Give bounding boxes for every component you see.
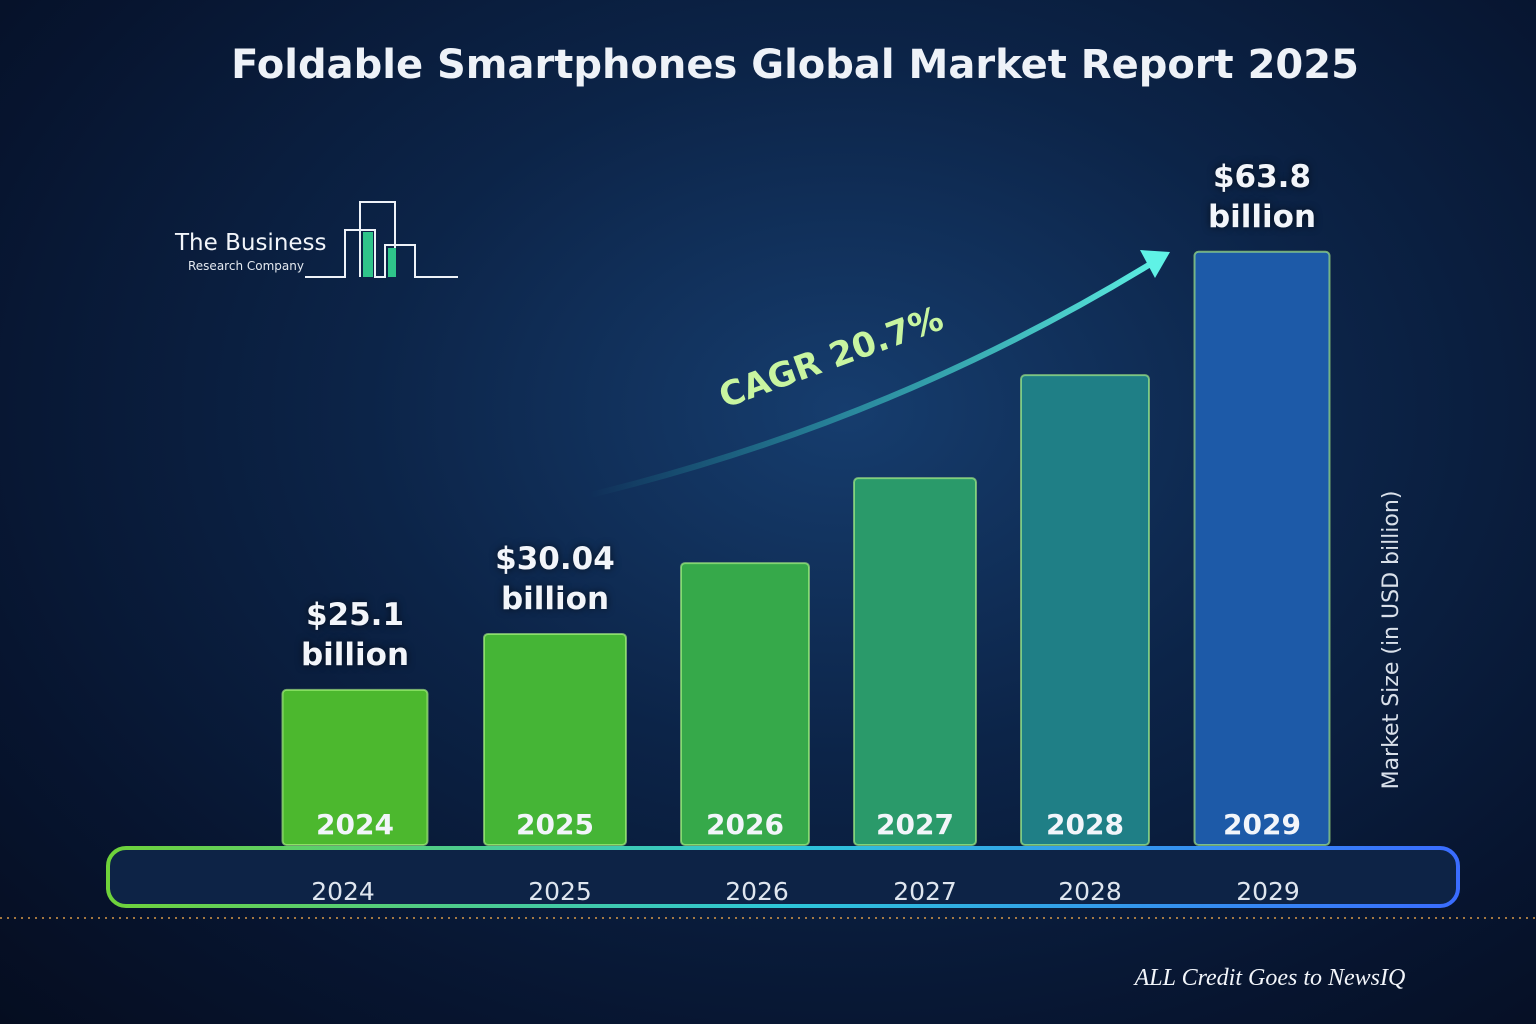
logo-accent (388, 248, 396, 277)
trend-arrow (589, 252, 1167, 498)
credit: ALL Credit Goes to NewsIQ (1133, 965, 1406, 991)
bar-year-label: 2025 (516, 808, 594, 841)
bar-year-label: 2027 (876, 808, 954, 841)
bar-year-label: 2028 (1046, 808, 1124, 841)
bar (1020, 374, 1150, 846)
x-tick-label: 2026 (725, 877, 789, 906)
value-label: $25.1 billion (300, 596, 410, 673)
cagr-annotation: CAGR 20.7% (714, 299, 949, 417)
x-tick-label: 2027 (893, 877, 957, 906)
logo-accent (363, 232, 373, 277)
logo-subtitle: Research Company (188, 259, 304, 273)
logo: The Business Research Company (174, 201, 458, 278)
bar (853, 477, 977, 846)
logo-mark (305, 201, 458, 278)
bar (483, 632, 627, 846)
platform (106, 846, 1460, 908)
bar (680, 562, 810, 846)
bar-year-label: 2026 (706, 808, 784, 841)
arrow-head (1140, 250, 1170, 278)
y-axis-label: Market Size (in USD billion) (1379, 491, 1404, 790)
bar (1193, 250, 1331, 846)
x-tick-label: 2024 (311, 877, 375, 906)
bar (281, 688, 429, 846)
x-tick-label: 2029 (1236, 877, 1300, 906)
logo-name: The Business (174, 230, 327, 256)
x-tick-label: 2025 (528, 877, 592, 906)
chart-title: Foldable Smartphones Global Market Repor… (231, 42, 1359, 88)
x-tick-label: 2028 (1058, 877, 1122, 906)
bar-year-label: 2029 (1223, 808, 1301, 841)
value-label: $63.8 billion (1207, 158, 1317, 235)
value-label: $30.04 billion (495, 540, 615, 617)
bar-year-label: 2024 (316, 808, 394, 841)
